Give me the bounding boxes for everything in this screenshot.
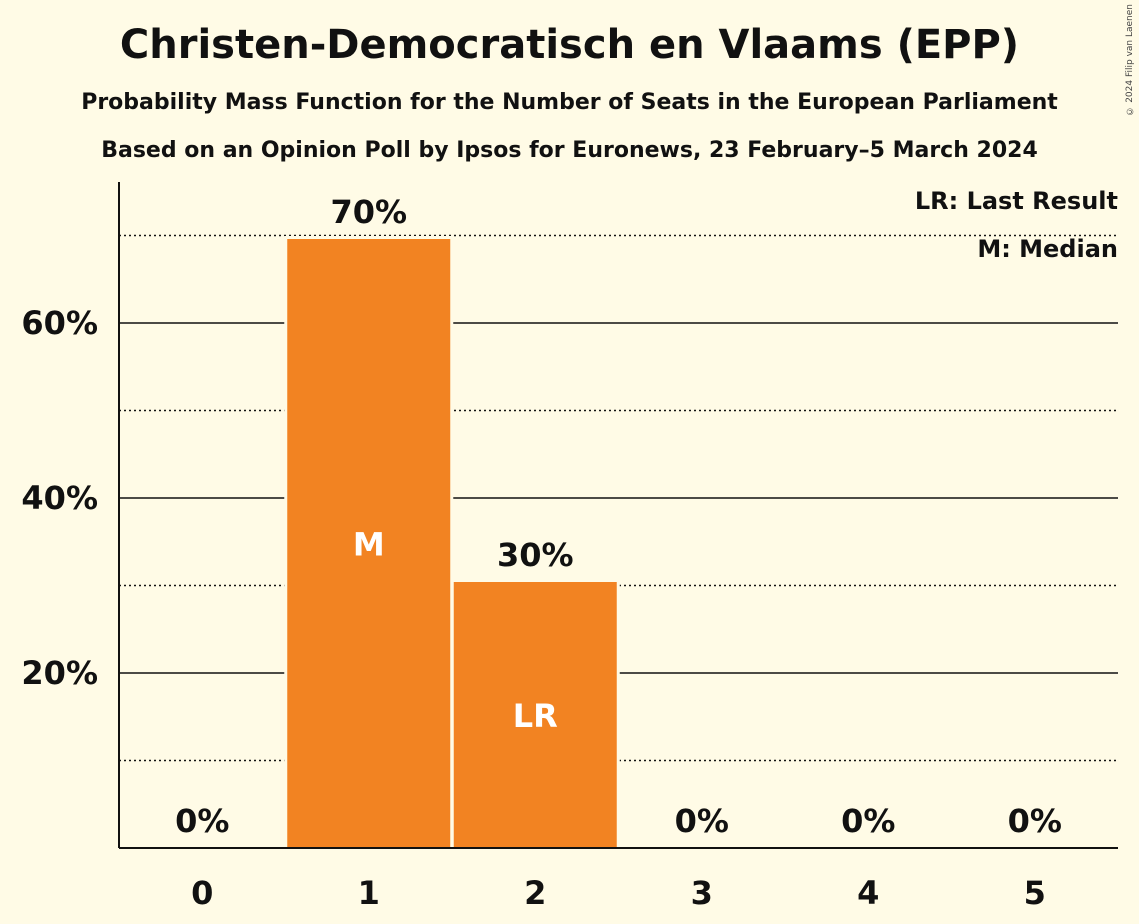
bar-value-label: 0% — [175, 802, 229, 840]
x-tick-label: 1 — [358, 874, 380, 912]
legend-last-result: LR: Last Result — [915, 187, 1118, 215]
chart-source-subtitle: Based on an Opinion Poll by Ipsos for Eu… — [101, 138, 1038, 163]
bar-value-label: 0% — [675, 802, 729, 840]
x-tick-label: 3 — [691, 874, 713, 912]
legend-median: M: Median — [977, 235, 1118, 263]
chart-subtitle: Probability Mass Function for the Number… — [81, 90, 1058, 115]
bar-value-label: 30% — [497, 536, 574, 574]
last-result-marker: LR — [513, 697, 558, 735]
bar — [453, 582, 617, 848]
labels: 20% 40% 60% 0 1 2 3 4 5 0% 70% 30% 0% 0% 0% M LR — [21, 193, 1062, 912]
bar — [287, 239, 451, 848]
axes — [118, 182, 1118, 849]
y-tick-label: 60% — [21, 304, 98, 342]
x-tick-label: 0 — [191, 874, 213, 912]
bar-value-label: 0% — [1008, 802, 1062, 840]
y-tick-label: 20% — [21, 654, 98, 692]
x-tick-label: 4 — [857, 874, 879, 912]
chart-title: Christen-Democratisch en Vlaams (EPP) — [119, 22, 1020, 68]
bar-value-label: 0% — [841, 802, 895, 840]
bars — [284, 236, 620, 848]
x-tick-label: 5 — [1024, 874, 1046, 912]
bar-value-label: 70% — [330, 193, 407, 231]
y-tick-label: 40% — [21, 479, 98, 517]
median-marker: M — [353, 526, 385, 564]
x-tick-label: 2 — [524, 874, 546, 912]
